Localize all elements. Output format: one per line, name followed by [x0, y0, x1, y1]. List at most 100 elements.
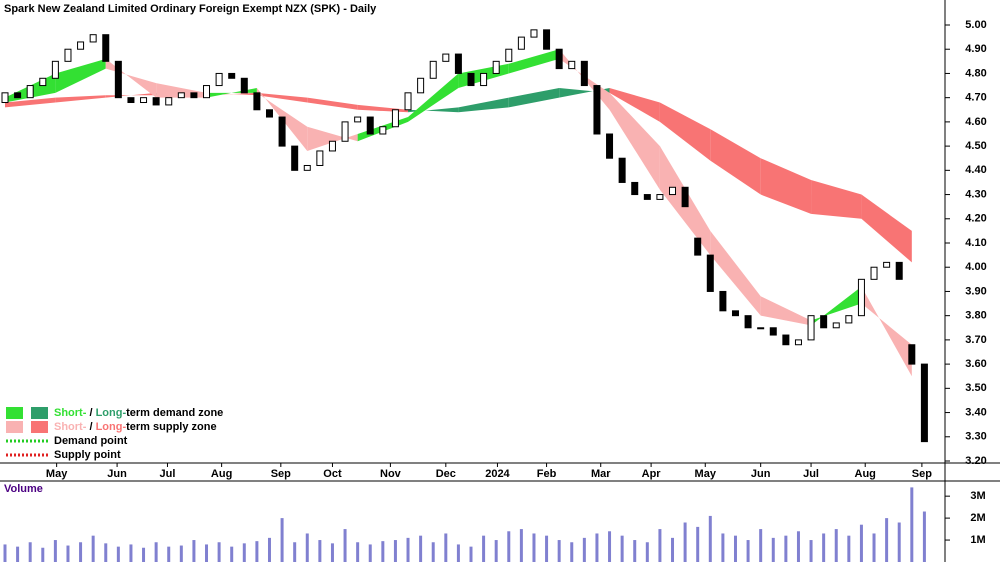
y-tick-label: 4.70 — [965, 92, 986, 104]
volume-bar — [16, 546, 20, 562]
long-term-zone — [357, 104, 409, 113]
legend-label: Supply point — [54, 449, 121, 461]
candle — [467, 72, 475, 87]
volume-bar — [645, 542, 649, 562]
candle — [883, 261, 891, 268]
y-tick-label: 3.90 — [965, 285, 986, 297]
candle — [694, 237, 702, 256]
y-tick-label: 4.80 — [965, 67, 986, 79]
volume-bar — [318, 540, 322, 562]
legend-text: Short- — [54, 421, 87, 433]
volume-bar — [557, 540, 561, 562]
volume-bar — [733, 535, 737, 562]
candle — [555, 48, 563, 70]
candle — [480, 72, 488, 87]
volume-bar — [897, 522, 901, 562]
x-tick-label: Aug — [855, 468, 876, 480]
candle — [492, 60, 500, 74]
legend-swatch — [6, 421, 23, 433]
candle — [215, 72, 223, 87]
y-tick-label: 3.40 — [965, 406, 986, 418]
short-term-zone — [206, 87, 257, 98]
candle — [51, 60, 59, 79]
candle — [820, 315, 828, 329]
candle — [669, 186, 677, 196]
candle — [127, 97, 135, 104]
candle — [341, 121, 349, 142]
x-tick-label: Feb — [537, 468, 557, 480]
candle — [442, 53, 450, 62]
candle — [429, 60, 437, 79]
volume-bar — [293, 542, 297, 562]
candle — [631, 181, 639, 196]
y-tick-label: 3.20 — [965, 455, 986, 467]
short-term-zone — [760, 296, 812, 326]
legend-swatch — [31, 407, 48, 419]
candle — [417, 77, 425, 94]
volume-bar — [482, 535, 486, 562]
long-term-zone — [105, 92, 157, 98]
candle — [240, 77, 248, 94]
long-term-zone — [508, 87, 560, 108]
candle — [719, 290, 727, 312]
volume-bar — [356, 542, 360, 562]
candle — [253, 92, 261, 111]
volume-bar — [582, 537, 586, 562]
long-term-zone — [55, 95, 106, 103]
volume-bar — [872, 533, 876, 562]
candle — [64, 48, 72, 62]
candle — [316, 150, 324, 166]
short-term-zone — [609, 92, 660, 190]
x-tick-label: Aug — [211, 468, 232, 480]
volume-bar — [834, 529, 838, 562]
x-tick-label: Jun — [107, 468, 127, 480]
long-term-zone — [659, 102, 711, 161]
volume-bar — [406, 537, 410, 562]
volume-bar — [658, 529, 662, 562]
volume-bar — [205, 544, 209, 562]
candle — [102, 34, 110, 62]
volume-bar — [696, 526, 700, 562]
candle — [454, 53, 462, 74]
candle — [580, 60, 588, 87]
volume-bar — [809, 540, 813, 562]
candle — [606, 133, 614, 159]
candle — [114, 60, 122, 99]
x-tick-label: May — [695, 468, 717, 480]
candle — [291, 145, 299, 171]
volume-bar — [255, 541, 259, 562]
candle — [744, 315, 752, 329]
candle — [706, 254, 714, 292]
volume-bar — [759, 529, 763, 562]
volume-bar — [796, 531, 800, 562]
candle — [228, 72, 236, 79]
volume-bar — [192, 540, 196, 562]
volume-bar — [419, 535, 423, 562]
volume-bar — [708, 515, 712, 562]
volume-bar — [142, 547, 146, 562]
long-term-zone — [609, 87, 660, 122]
short-term-zone — [105, 58, 157, 98]
y-tick-label: 3.50 — [965, 382, 986, 394]
legend-text: / — [86, 421, 95, 433]
volume-bar — [330, 543, 334, 562]
legend-text: term demand zone — [126, 407, 223, 419]
volume-bar — [507, 531, 511, 562]
candle — [366, 116, 374, 135]
legend-text: Demand point — [54, 435, 128, 447]
long-term-zone — [458, 97, 509, 113]
candle — [857, 278, 865, 317]
candle — [391, 109, 399, 128]
volume-bar — [53, 540, 57, 562]
volume-bar — [280, 518, 284, 562]
legend-text: / — [86, 407, 95, 419]
volume-bar — [41, 547, 45, 562]
volume-bar — [217, 542, 221, 562]
candle — [731, 310, 739, 317]
x-tick-label: Nov — [380, 468, 402, 480]
candle — [593, 85, 601, 135]
volume-bar — [721, 533, 725, 562]
volume-bar — [456, 544, 460, 562]
short-term-zone — [811, 286, 862, 326]
x-tick-label: May — [46, 468, 68, 480]
